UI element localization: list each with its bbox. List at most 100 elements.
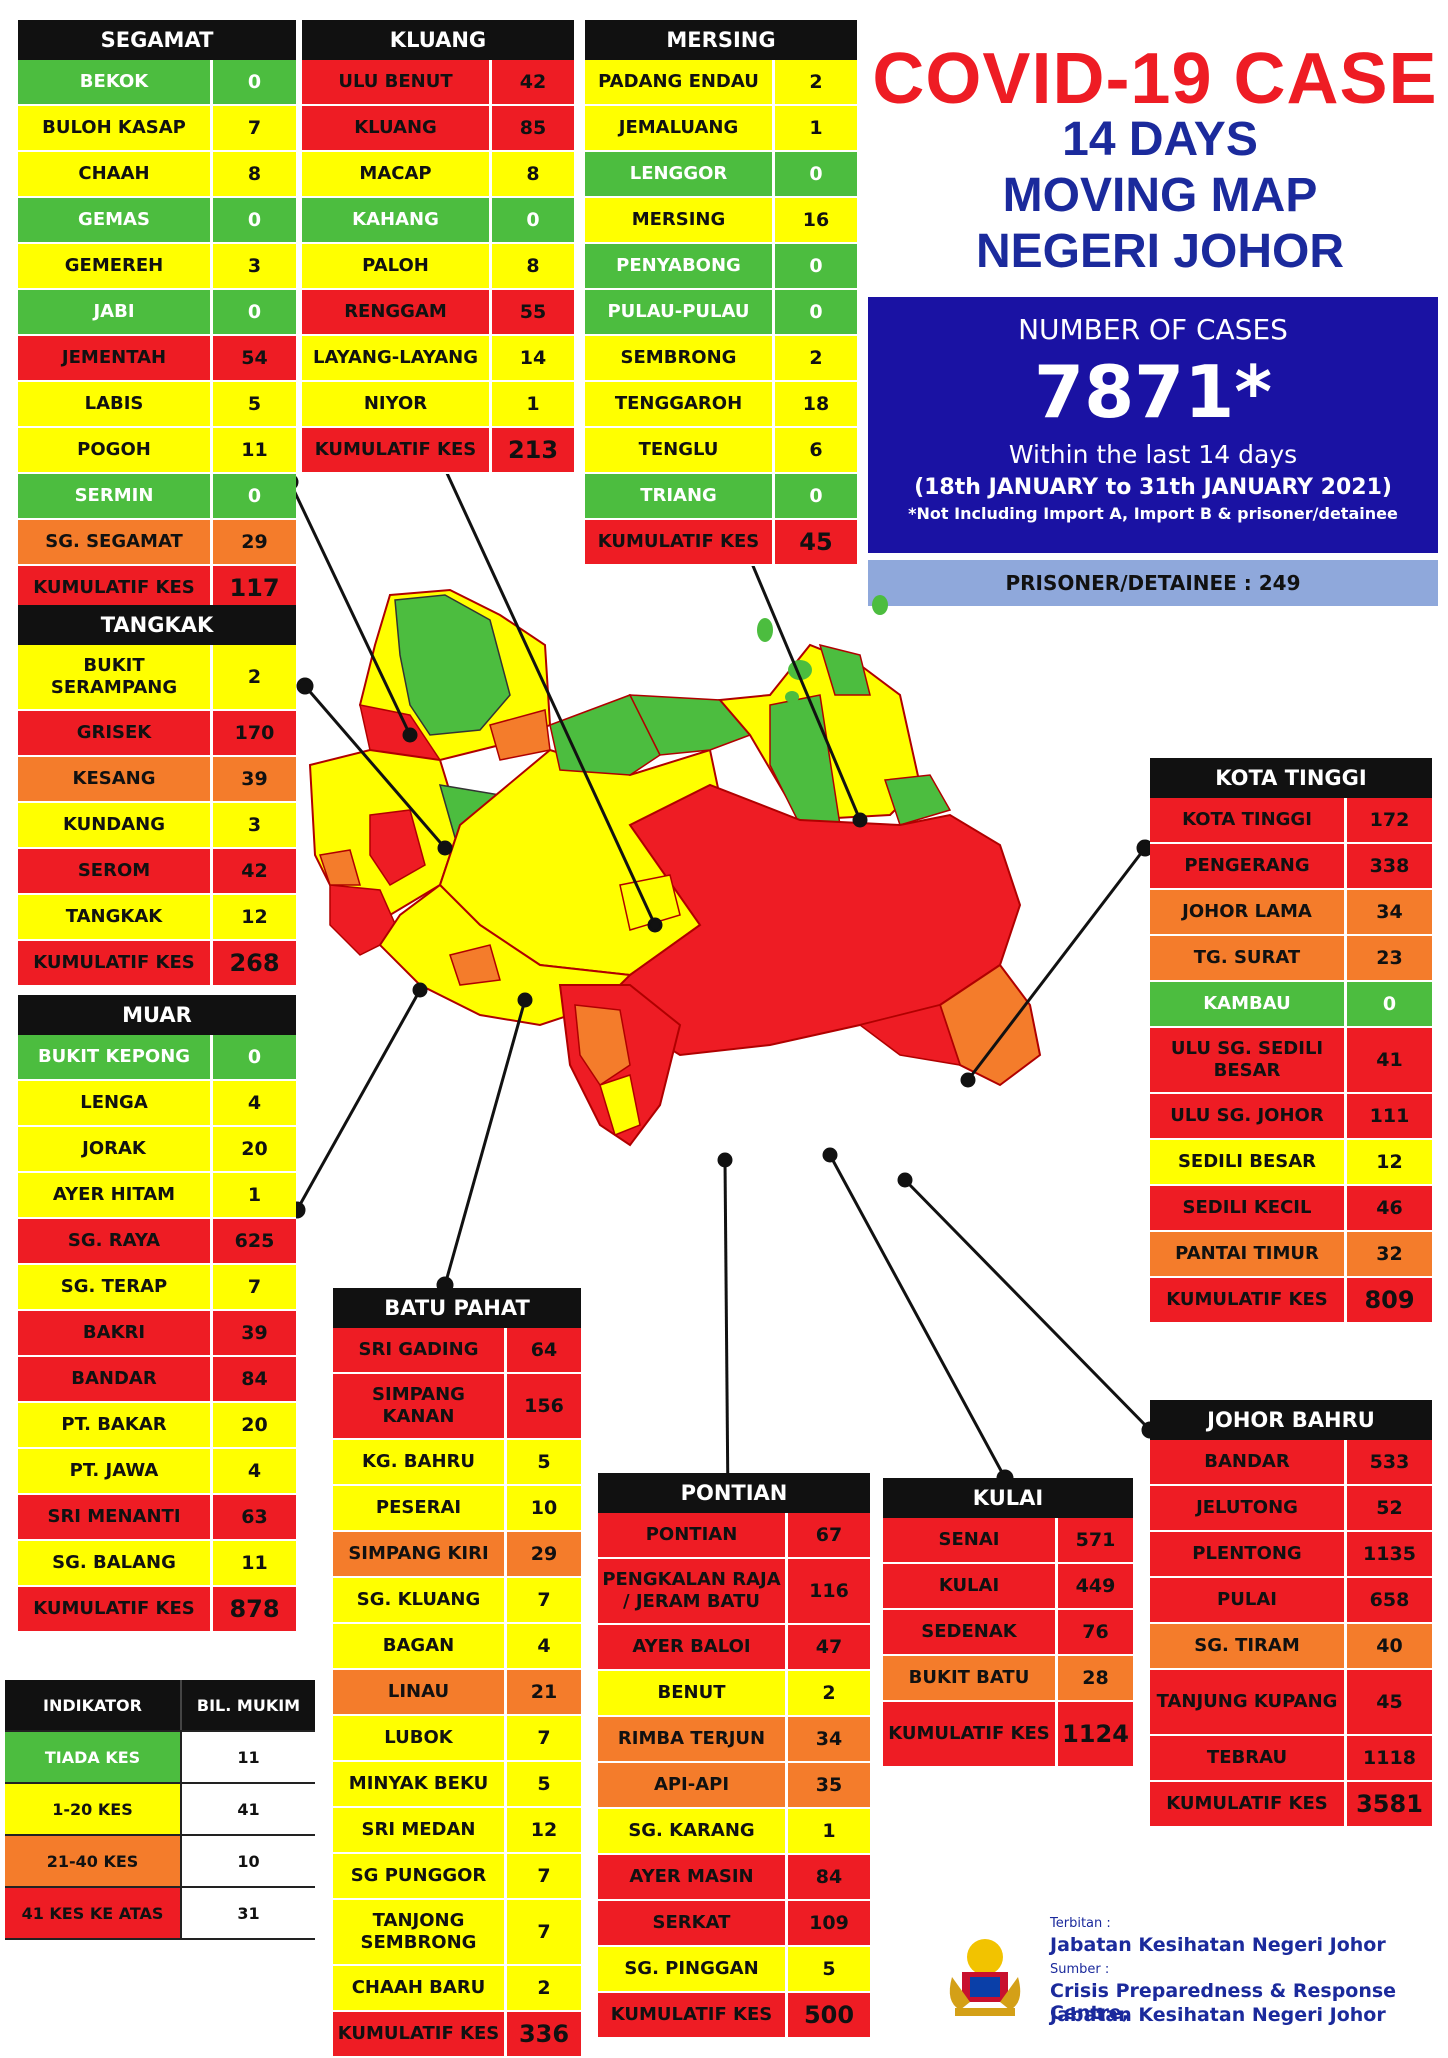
mukim-name: TENGLU bbox=[585, 428, 775, 472]
mukim-row: PADANG ENDAU 2 bbox=[585, 60, 857, 106]
district-total-row: KUMULATIF KES 336 bbox=[333, 2012, 581, 2058]
mukim-row: SG. KARANG 1 bbox=[598, 1809, 870, 1855]
mukim-name: TENGGAROH bbox=[585, 382, 775, 426]
mukim-row: TENGLU 6 bbox=[585, 428, 857, 474]
footer-source-label: Sumber : bbox=[1050, 1962, 1110, 1977]
mukim-name: LENGA bbox=[18, 1081, 213, 1125]
mukim-name: MACAP bbox=[302, 152, 492, 196]
mukim-row: JORAK 20 bbox=[18, 1127, 296, 1173]
mukim-name: ULU SG. JOHOR bbox=[1150, 1094, 1347, 1138]
mukim-cases: 170 bbox=[234, 722, 275, 744]
mukim-name: SRI GADING bbox=[333, 1328, 507, 1372]
mukim-row: SRI MEDAN 12 bbox=[333, 1808, 581, 1854]
mukim-name: BULOH KASAP bbox=[18, 106, 213, 150]
mukim-name: PANTAI TIMUR bbox=[1150, 1232, 1347, 1276]
mukim-row: TANJONG SEMBRONG 7 bbox=[333, 1900, 581, 1966]
mukim-cases: 21 bbox=[530, 1681, 558, 1703]
mukim-name: PENYABONG bbox=[585, 244, 775, 288]
mukim-row: LENGGOR 0 bbox=[585, 152, 857, 198]
mukim-name: KLUANG bbox=[302, 106, 492, 150]
mukim-row: PENYABONG 0 bbox=[585, 244, 857, 290]
total-label: KUMULATIF KES bbox=[18, 941, 213, 985]
mukim-row: KESANG 39 bbox=[18, 757, 296, 803]
mukim-cases: 28 bbox=[1082, 1667, 1109, 1689]
footer-source-line1: Crisis Preparedness & Response Centre, bbox=[1050, 1980, 1397, 2024]
total-cases: 117 bbox=[229, 574, 280, 602]
mukim-cases: 1 bbox=[822, 1820, 836, 1842]
total-cases: 500 bbox=[803, 2001, 855, 2029]
mukim-cases: 625 bbox=[234, 1230, 275, 1252]
mukim-name: PULAU-PULAU bbox=[585, 290, 775, 334]
mukim-row: API-API 35 bbox=[598, 1763, 870, 1809]
total-label: KUMULATIF KES bbox=[18, 566, 213, 610]
mukim-cases: 5 bbox=[537, 1451, 551, 1473]
mukim-name: TANJUNG KUPANG bbox=[1150, 1670, 1347, 1734]
mukim-row: ULU SG. JOHOR 111 bbox=[1150, 1094, 1432, 1140]
mukim-cases: 0 bbox=[1382, 993, 1397, 1015]
mukim-cases: 4 bbox=[247, 1092, 262, 1114]
mukim-cases: 12 bbox=[1376, 1151, 1403, 1173]
mukim-name: BANDAR bbox=[1150, 1440, 1347, 1484]
mukim-name: BAGAN bbox=[333, 1624, 507, 1668]
mukim-cases: 34 bbox=[815, 1728, 843, 1750]
mukim-cases: 116 bbox=[809, 1580, 849, 1602]
mukim-name: PESERAI bbox=[333, 1486, 507, 1530]
district-name: MERSING bbox=[585, 20, 857, 60]
total-label: KUMULATIF KES bbox=[18, 1587, 213, 1631]
mukim-row: BUKIT BATU 28 bbox=[883, 1656, 1133, 1702]
district-name: KULAI bbox=[883, 1478, 1133, 1518]
mukim-name: PENGKALAN RAJA / JERAM BATU bbox=[598, 1559, 788, 1623]
mukim-name: ULU SG. SEDILI BESAR bbox=[1150, 1028, 1347, 1092]
district-total-row: KUMULATIF KES 500 bbox=[598, 1993, 870, 2039]
panel-johor-bahru: JOHOR BAHRU BANDAR 533 JELUTONG 52 PLENTONG 11… bbox=[1150, 1400, 1432, 1828]
panel-tangkak: TANGKAK BUKIT SERAMPANG 2 GRISEK 170 KESANG 39… bbox=[18, 605, 296, 987]
mukim-cases: 0 bbox=[247, 1046, 262, 1068]
mukim-name: KUNDANG bbox=[18, 803, 213, 847]
mukim-row: PENGKALAN RAJA / JERAM BATU 116 bbox=[598, 1559, 870, 1625]
mukim-cases: 2 bbox=[809, 347, 823, 369]
legend-row: 1-20 KES 41 bbox=[5, 1784, 315, 1836]
district-name: TANGKAK bbox=[18, 605, 296, 645]
mukim-row: TRIANG 0 bbox=[585, 474, 857, 520]
mukim-name: GEMEREH bbox=[18, 244, 213, 288]
mukim-cases: 533 bbox=[1369, 1451, 1410, 1473]
mukim-name: API-API bbox=[598, 1763, 788, 1807]
mukim-row: PLENTONG 1135 bbox=[1150, 1532, 1432, 1578]
mukim-cases: 658 bbox=[1369, 1589, 1410, 1611]
total-cases: 1124 bbox=[1062, 1720, 1129, 1748]
mukim-cases: 7 bbox=[247, 1276, 262, 1298]
mukim-name: PONTIAN bbox=[598, 1513, 788, 1557]
mukim-name: LENGGOR bbox=[585, 152, 775, 196]
mukim-cases: 2 bbox=[537, 1977, 551, 1999]
mukim-name: JOHOR LAMA bbox=[1150, 890, 1347, 934]
mukim-name: PALOH bbox=[302, 244, 492, 288]
mukim-name: AYER BALOI bbox=[598, 1625, 788, 1669]
total-label: KUMULATIF KES bbox=[598, 1993, 788, 2037]
mukim-row: RENGGAM 55 bbox=[302, 290, 574, 336]
mukim-row: KG. BAHRU 5 bbox=[333, 1440, 581, 1486]
mukim-row: LENGA 4 bbox=[18, 1081, 296, 1127]
district-name: BATU PAHAT bbox=[333, 1288, 581, 1328]
mukim-cases: 5 bbox=[822, 1958, 836, 1980]
summary-within: Within the last 14 days bbox=[1008, 440, 1298, 469]
mukim-cases: 156 bbox=[524, 1395, 564, 1417]
footer-source-line2: Jabatan Kesihatan Negeri Johor bbox=[1050, 2004, 1386, 2026]
legend-row: 41 KES KE ATAS 31 bbox=[5, 1888, 315, 1940]
mukim-name: AYER MASIN bbox=[598, 1855, 788, 1899]
mukim-cases: 1135 bbox=[1363, 1543, 1416, 1565]
mukim-row: PALOH 8 bbox=[302, 244, 574, 290]
mukim-row: BAGAN 4 bbox=[333, 1624, 581, 1670]
mukim-name: AYER HITAM bbox=[18, 1173, 213, 1217]
mukim-row: SERKAT 109 bbox=[598, 1901, 870, 1947]
mukim-name: BEKOK bbox=[18, 60, 213, 104]
mukim-cases: 63 bbox=[241, 1506, 268, 1528]
mukim-row: SG. KLUANG 7 bbox=[333, 1578, 581, 1624]
panel-mersing: MERSING PADANG ENDAU 2 JEMALUANG 1 LENGGOR 0 ME… bbox=[585, 20, 857, 566]
mukim-name: SG. TERAP bbox=[18, 1265, 213, 1309]
mukim-cases: 14 bbox=[519, 347, 547, 369]
mukim-row: PESERAI 10 bbox=[333, 1486, 581, 1532]
mukim-cases: 39 bbox=[241, 768, 268, 790]
map-region-pontian-yellow bbox=[599, 1074, 641, 1137]
mukim-name: SEROM bbox=[18, 849, 213, 893]
mukim-cases: 23 bbox=[1376, 947, 1403, 969]
